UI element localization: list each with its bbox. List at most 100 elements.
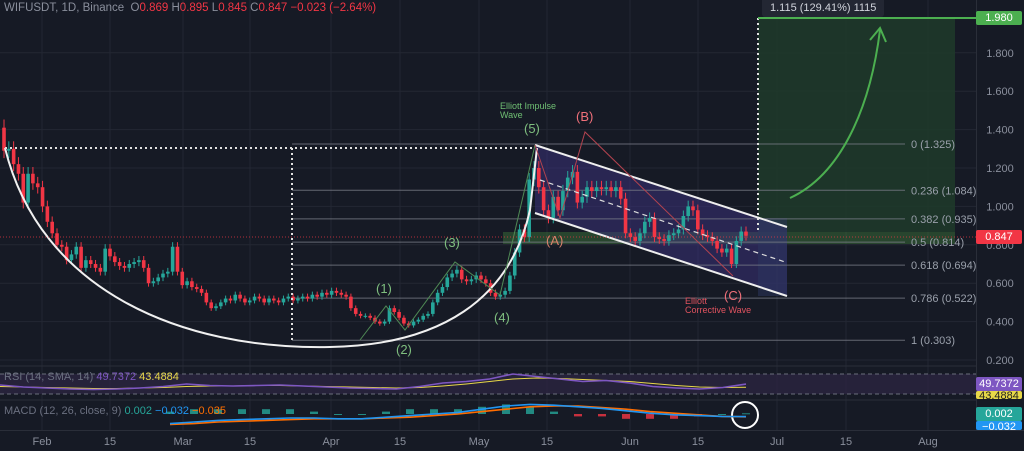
candle-down <box>209 302 213 309</box>
candle-down <box>358 313 363 316</box>
candle-down <box>291 296 295 301</box>
rsi-sma-tag: 43.4884 <box>976 391 1022 399</box>
macd-cross-highlight[interactable] <box>731 401 759 429</box>
macd-histogram-bar <box>262 409 270 414</box>
macd-legend[interactable]: MACD (12, 26, close, 9) 0.002 −0.032 −0.… <box>4 405 226 417</box>
channel-midline[interactable] <box>539 179 786 263</box>
candle-down <box>64 246 69 261</box>
candle-down <box>609 187 613 192</box>
candle-down <box>700 229 705 236</box>
target-zone[interactable] <box>758 18 955 232</box>
rsi-sma-value: 43.4884 <box>139 371 179 383</box>
candle-up <box>416 319 421 322</box>
channel-bottom[interactable] <box>534 212 788 297</box>
candle-down <box>31 173 35 184</box>
macd-histogram-bar <box>358 414 366 415</box>
rsi-line <box>0 373 747 391</box>
candle-down <box>11 148 16 165</box>
candle-up <box>508 275 512 291</box>
candle-up <box>647 217 652 222</box>
time-tick-label: 15 <box>244 436 256 448</box>
candle-up <box>604 187 609 190</box>
fibonacci-retracement[interactable]: 0 (1.325) 0.236 (1.084) 0.382 (0.935) 0.5 (… <box>292 139 976 347</box>
candle-up <box>585 187 589 197</box>
candle-down <box>93 264 98 268</box>
projection-arrow[interactable] <box>789 29 881 199</box>
change-value: −0.023 (−2.64%) <box>290 2 377 14</box>
candle-up <box>310 294 315 299</box>
candle-down <box>257 296 262 299</box>
time-tick-label: 15 <box>692 436 704 448</box>
wave-a-label: (A) <box>546 233 563 248</box>
candle-down <box>633 237 637 241</box>
candle-down <box>194 287 199 289</box>
low-value: 0.845 <box>218 2 247 14</box>
macd-histogram-bar <box>526 406 534 414</box>
candle-down <box>190 281 194 288</box>
macd-histogram-bar <box>334 414 342 415</box>
candle-up <box>103 248 107 272</box>
impulse-wave-path[interactable] <box>359 144 536 341</box>
candle-down <box>141 260 146 268</box>
candle-up <box>233 294 238 301</box>
cup-curve[interactable] <box>4 147 538 349</box>
wave-b-label: (B) <box>576 109 593 124</box>
candle-down <box>55 233 59 245</box>
candle-down <box>204 292 209 303</box>
impulse-title-1: Elliott Impulse <box>500 101 556 111</box>
candle-down <box>537 168 541 188</box>
candle-down <box>325 292 329 295</box>
candle-up <box>435 292 440 303</box>
close-value: 0.847 <box>258 2 288 14</box>
drawings: Elliott Impulse Wave (1) (2) (3) (4) (5)… <box>0 0 1024 431</box>
macd-signal-line <box>169 405 747 426</box>
macd-histogram-bar <box>286 409 294 414</box>
candle-up <box>455 269 459 274</box>
time-tick-label: Jul <box>770 436 784 448</box>
time-tick-label: 15 <box>104 436 116 448</box>
candle-down <box>541 187 546 211</box>
macd-histogram-bar <box>478 406 486 414</box>
macd-pane[interactable] <box>166 403 750 426</box>
rsi-band <box>0 374 976 394</box>
candle-up <box>170 246 175 272</box>
candle-up <box>252 296 257 301</box>
macd-histogram-bar <box>598 414 606 417</box>
candle-up <box>676 229 681 234</box>
candle-up <box>503 290 507 295</box>
macd-histogram-bar <box>190 409 198 414</box>
candle-up <box>527 179 531 238</box>
candle-up <box>667 235 671 241</box>
candle-down <box>262 298 266 303</box>
last-price-tag: 0.847 <box>976 230 1022 244</box>
low-label: L <box>211 2 219 14</box>
macd-histogram-bar <box>310 411 318 414</box>
candle-up <box>185 281 189 286</box>
corrective-wave-path[interactable] <box>534 131 734 277</box>
candle-up <box>69 254 74 261</box>
candle-down <box>464 279 469 282</box>
interval[interactable]: 1D <box>61 2 77 14</box>
symbol-name[interactable]: WIFUSDT <box>4 2 56 14</box>
candle-up <box>161 273 165 278</box>
macd-histogram-bar <box>166 411 174 414</box>
macd-histogram-bar <box>430 409 438 414</box>
candle-down <box>40 187 45 207</box>
candle-up <box>320 292 324 297</box>
fib-level-label: 0.618 (0.694) <box>911 260 976 272</box>
rsi-legend[interactable]: RSI (14, SMA, 14) 49.7372 43.4884 <box>4 371 179 383</box>
candle-down <box>305 296 310 299</box>
price-tick-label: 1.400 <box>986 125 1014 137</box>
exchange: Binance <box>82 2 125 14</box>
price-axis[interactable]: 1.8001.6001.4001.2001.0000.8000.6000.400… <box>986 48 1014 367</box>
candles <box>2 119 748 328</box>
candle-up <box>223 298 228 303</box>
candle-down <box>276 300 281 303</box>
time-axis[interactable]: Feb 15 Mar 15 Apr 15 May 15 Jun 15 Jul 15 Aug <box>33 436 938 448</box>
rsi-pane[interactable] <box>0 373 976 395</box>
price-tick-label: 0.200 <box>986 355 1014 367</box>
wave-c-label: (C) <box>724 288 742 303</box>
symbol-header: WIFUSDT, 1D, Binance O0.869 H0.895 L0.84… <box>4 2 377 14</box>
candle-up <box>382 321 387 324</box>
